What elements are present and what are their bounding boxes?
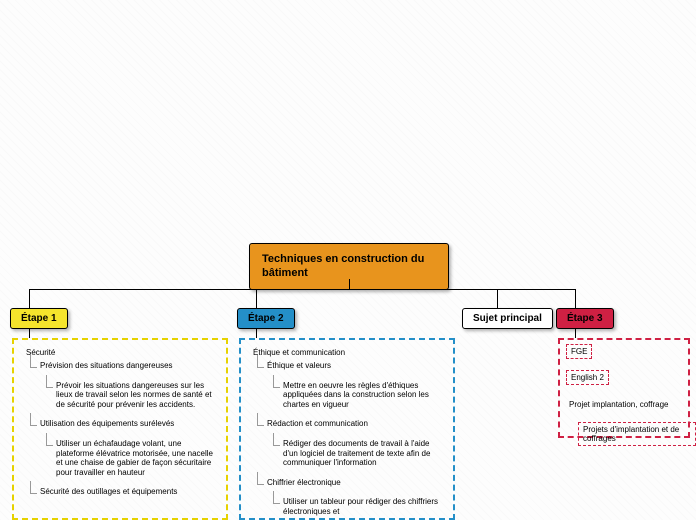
panel-item: Utilisation des équipements surélevés: [40, 419, 218, 429]
connector: [575, 289, 576, 308]
panel-item: Prévision des situations dangereuses: [40, 361, 218, 371]
panel-item: Prévoir les situations dangereuses sur l…: [56, 381, 218, 410]
step-3-label: Étape 3: [567, 313, 603, 324]
panel-item: Utiliser un échafaudage volant, une plat…: [56, 439, 218, 477]
step-3-node[interactable]: Étape 3: [556, 308, 614, 329]
panel-item: Rédiger des documents de travail à l'aid…: [283, 439, 445, 468]
panel-securite: Sécurité Prévision des situations danger…: [12, 338, 228, 520]
connector: [256, 289, 257, 308]
step-1-label: Étape 1: [21, 313, 57, 324]
panel-item: Chiffrier électronique: [267, 478, 445, 488]
connector: [349, 279, 350, 289]
panel2-title: Éthique et communication: [249, 348, 445, 357]
panel-item: Utiliser un tableur pour rédiger des chi…: [283, 497, 445, 516]
connector: [497, 289, 498, 308]
step-2-label: Étape 2: [248, 313, 284, 324]
step-2-node[interactable]: Étape 2: [237, 308, 295, 329]
fge-box[interactable]: FGE: [566, 344, 592, 359]
connector: [29, 289, 576, 290]
projet-title: Projet implantation, coffrage: [569, 400, 668, 409]
english-box[interactable]: English 2: [566, 370, 609, 385]
root-label: Techniques en construction du bâtiment: [262, 253, 424, 279]
english-label: English 2: [571, 373, 604, 382]
projet-inner-label: Projets d'implantation et de coffrages: [583, 425, 679, 443]
panel-item: Rédaction et communication: [267, 419, 445, 429]
projet-inner-box[interactable]: Projets d'implantation et de coffrages: [578, 422, 696, 446]
fge-label: FGE: [571, 347, 587, 356]
panel-item: Éthique et valeurs: [267, 361, 445, 371]
main-subject-label: Sujet principal: [473, 313, 542, 324]
panel-ethique: Éthique et communication Éthique et vale…: [239, 338, 455, 520]
panel1-title: Sécurité: [22, 348, 218, 357]
connector: [29, 289, 30, 308]
panel-item: Mettre en oeuvre les règles d'éthiques a…: [283, 381, 445, 410]
main-subject-node[interactable]: Sujet principal: [462, 308, 553, 329]
panel-item: Sécurité des outillages et équipements: [40, 487, 218, 497]
step-1-node[interactable]: Étape 1: [10, 308, 68, 329]
